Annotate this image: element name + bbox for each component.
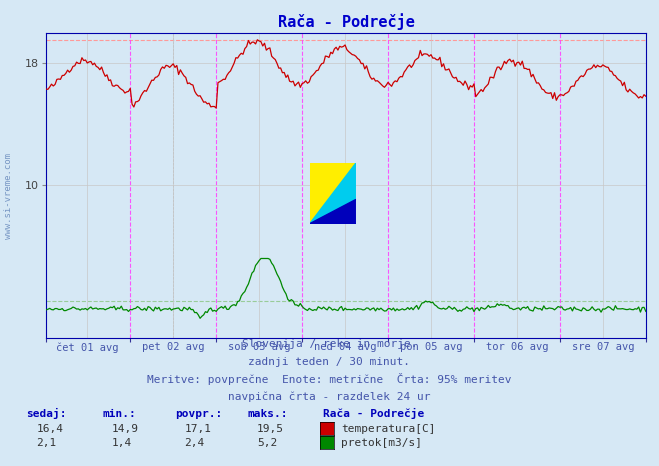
Text: min.:: min.: (102, 409, 136, 419)
Text: 2,4: 2,4 (185, 439, 205, 448)
Text: 5,2: 5,2 (257, 439, 277, 448)
Text: temperatura[C]: temperatura[C] (341, 425, 436, 434)
Text: povpr.:: povpr.: (175, 409, 222, 419)
Text: 19,5: 19,5 (257, 425, 284, 434)
Text: zadnji teden / 30 minut.: zadnji teden / 30 minut. (248, 357, 411, 367)
Text: 16,4: 16,4 (36, 425, 63, 434)
Text: navpična črta - razdelek 24 ur: navpična črta - razdelek 24 ur (228, 392, 431, 402)
Text: www.si-vreme.com: www.si-vreme.com (4, 153, 13, 239)
Text: Meritve: povprečne  Enote: metrične  Črta: 95% meritev: Meritve: povprečne Enote: metrične Črta:… (147, 373, 512, 384)
Polygon shape (310, 199, 356, 224)
Polygon shape (310, 163, 356, 224)
Text: 1,4: 1,4 (112, 439, 132, 448)
Text: 14,9: 14,9 (112, 425, 139, 434)
Polygon shape (310, 163, 356, 224)
Text: 17,1: 17,1 (185, 425, 212, 434)
Text: 2,1: 2,1 (36, 439, 57, 448)
Text: Rača - Podrečje: Rača - Podrečje (323, 408, 424, 419)
Text: maks.:: maks.: (247, 409, 287, 419)
Title: Rača - Podrečje: Rača - Podrečje (277, 13, 415, 30)
Text: pretok[m3/s]: pretok[m3/s] (341, 439, 422, 448)
Text: sedaj:: sedaj: (26, 408, 67, 419)
Text: Slovenija / reke in morje.: Slovenija / reke in morje. (242, 339, 417, 349)
